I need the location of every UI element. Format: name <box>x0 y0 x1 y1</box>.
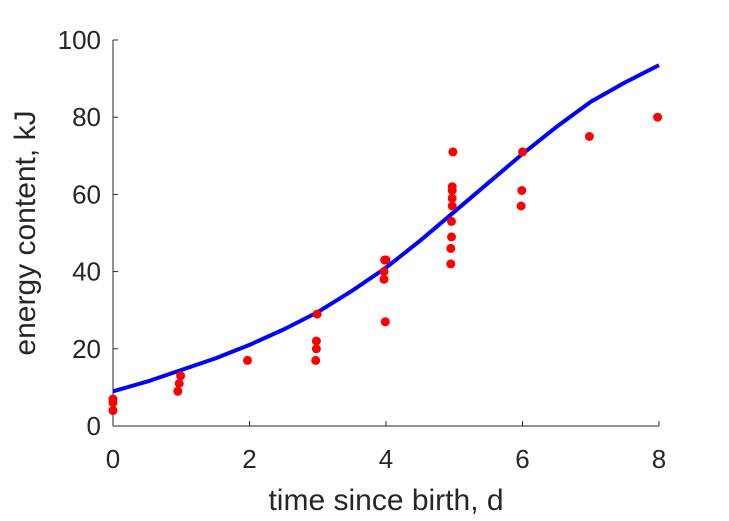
x-tick-label: 0 <box>106 444 120 474</box>
data-point <box>516 201 526 211</box>
x-tick-label: 4 <box>379 444 393 474</box>
data-point <box>447 193 457 203</box>
data-point <box>311 355 321 365</box>
data-point <box>584 132 594 141</box>
y-tick-label: 20 <box>72 334 101 364</box>
y-tick-label: 80 <box>72 102 101 132</box>
y-tick-label: 60 <box>72 179 101 209</box>
data-point <box>447 201 457 211</box>
data-point <box>176 371 186 381</box>
x-tick-label: 8 <box>652 444 666 474</box>
y-axis-title: energy content, kJ <box>9 110 42 355</box>
plot-area <box>108 63 663 416</box>
data-point <box>312 309 322 319</box>
fit-curve-line <box>112 63 660 394</box>
x-tick-label: 6 <box>515 444 529 474</box>
x-tick-label: 2 <box>242 444 256 474</box>
data-point <box>379 267 389 277</box>
y-tick-label: 100 <box>58 25 101 55</box>
y-tick-label: 40 <box>72 257 101 287</box>
axes: 0 2 4 6 8 0 20 40 60 80 100 <box>58 25 667 474</box>
x-axis-title: time since birth, d <box>268 484 503 517</box>
y-tick-label: 0 <box>87 411 101 441</box>
y-axis-ticks: 0 20 40 60 80 100 <box>58 25 118 441</box>
data-point <box>447 182 457 192</box>
data-point <box>379 274 389 284</box>
data-point <box>311 336 321 346</box>
data-point <box>380 317 390 327</box>
data-point <box>173 386 183 396</box>
data-point <box>311 344 321 354</box>
data-point <box>108 406 118 416</box>
data-point <box>174 379 184 388</box>
x-axis-ticks: 0 2 4 6 8 <box>106 421 666 474</box>
data-point <box>447 232 456 242</box>
data-point <box>446 259 456 269</box>
data-point <box>108 394 118 404</box>
data-point <box>381 255 391 265</box>
data-point <box>243 355 252 365</box>
data-point <box>517 186 527 195</box>
data-point <box>446 243 456 253</box>
data-point <box>447 216 456 226</box>
data-point <box>448 147 458 157</box>
data-point <box>518 147 527 157</box>
data-point <box>653 112 663 122</box>
